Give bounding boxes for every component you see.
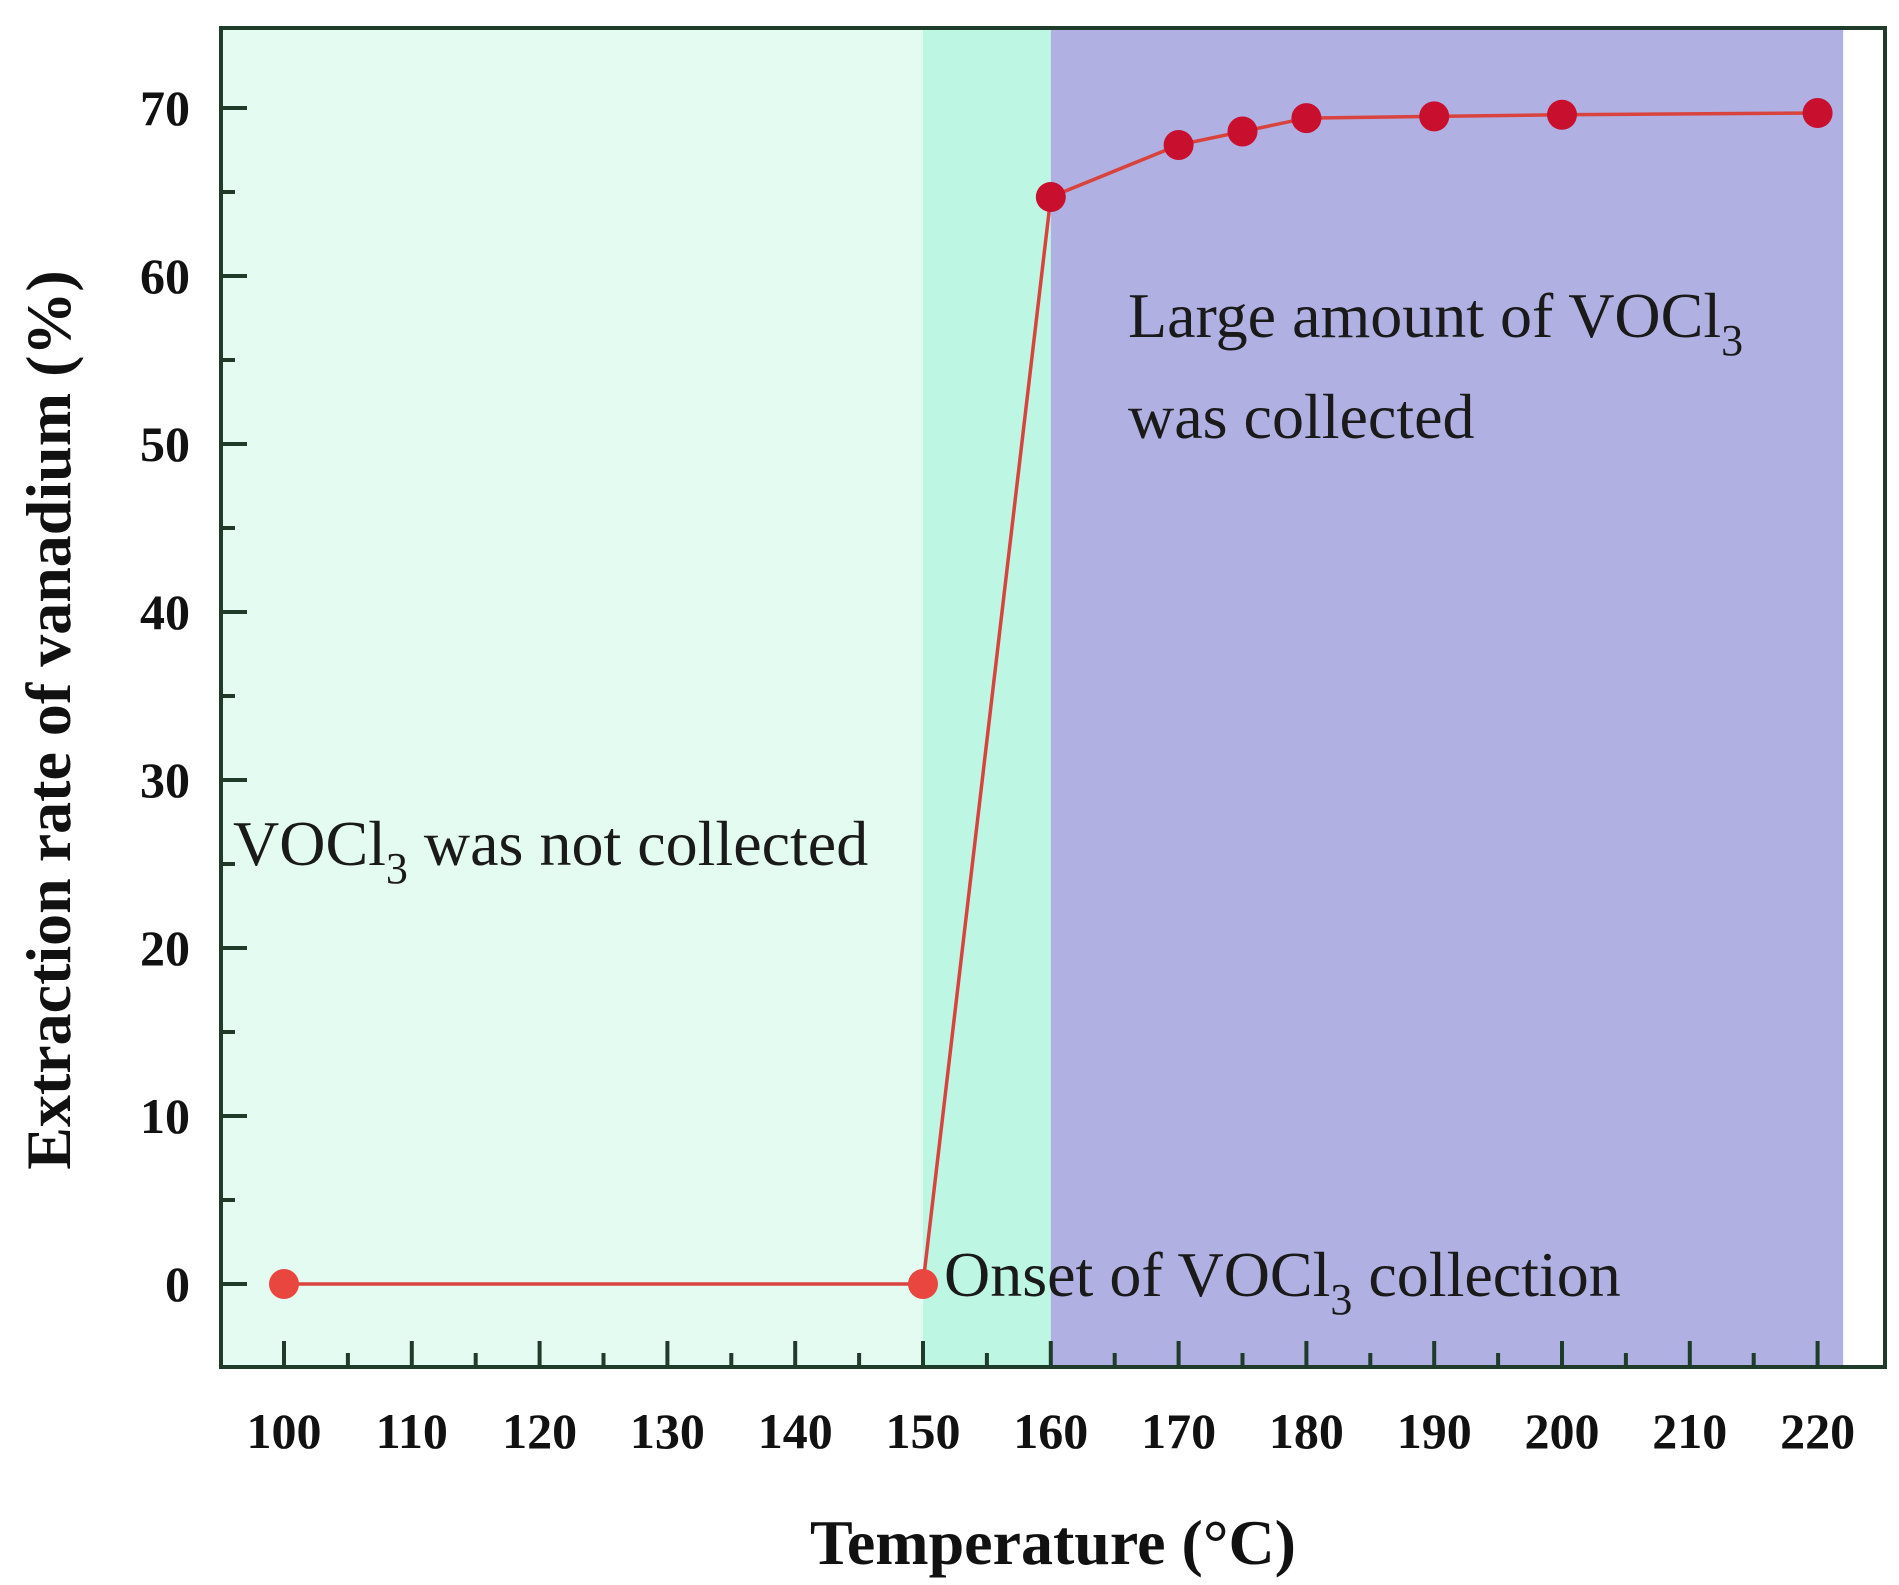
y-tick-label: 40	[140, 584, 190, 640]
x-tick-label: 130	[630, 1403, 705, 1459]
annotation-not-collected: VOCl3 was not collected	[233, 808, 868, 893]
data-point	[1419, 101, 1450, 132]
x-tick-label: 190	[1397, 1403, 1472, 1459]
region-large-amount	[1050, 28, 1844, 1367]
y-axis-title: Extraction rate of vanadium (%)	[13, 270, 84, 1169]
annotation-large-amount-line1: Large amount of VOCl3	[1128, 280, 1743, 365]
axis-ticks	[221, 106, 1820, 1367]
y-tick-label: 50	[140, 416, 190, 472]
data-point	[269, 1269, 299, 1299]
x-tick-label: 170	[1141, 1403, 1216, 1459]
x-tick-label: 210	[1652, 1403, 1727, 1459]
x-axis-title: Temperature (°C)	[810, 1507, 1296, 1578]
x-tick-label: 180	[1269, 1403, 1344, 1459]
x-tick-label: 140	[758, 1403, 833, 1459]
tick-labels: 100 110 120 130 140 150 160 170 180 190 200 210 220 0…	[140, 80, 1855, 1459]
shaded-regions	[221, 28, 1844, 1367]
y-tick-label: 0	[165, 1256, 190, 1312]
x-tick-label: 120	[502, 1403, 577, 1459]
data-point	[1547, 99, 1577, 130]
data-series	[269, 98, 1833, 1299]
x-tick-label: 220	[1780, 1403, 1855, 1459]
x-tick-label: 100	[247, 1403, 322, 1459]
y-tick-label: 10	[140, 1088, 190, 1144]
data-point	[1291, 103, 1322, 134]
x-tick-label: 150	[886, 1403, 961, 1459]
y-tick-label: 30	[140, 752, 190, 808]
data-point	[1227, 116, 1258, 147]
y-tick-label: 60	[140, 248, 190, 304]
data-point	[1802, 98, 1833, 129]
annotation-onset: Onset of VOCl3 collection	[944, 1239, 1621, 1324]
x-tick-label: 110	[376, 1403, 448, 1459]
y-tick-label: 70	[140, 80, 190, 136]
plot-frame	[219, 26, 1887, 1369]
x-tick-label: 160	[1013, 1403, 1088, 1459]
data-point	[1035, 182, 1066, 213]
data-point	[1163, 129, 1194, 160]
region-onset	[923, 28, 1051, 1367]
data-point	[908, 1269, 938, 1299]
annotation-large-amount-line2: was collected	[1128, 381, 1475, 452]
region-not-collected	[221, 28, 923, 1367]
y-tick-label: 20	[140, 920, 190, 976]
x-tick-label: 200	[1525, 1403, 1600, 1459]
